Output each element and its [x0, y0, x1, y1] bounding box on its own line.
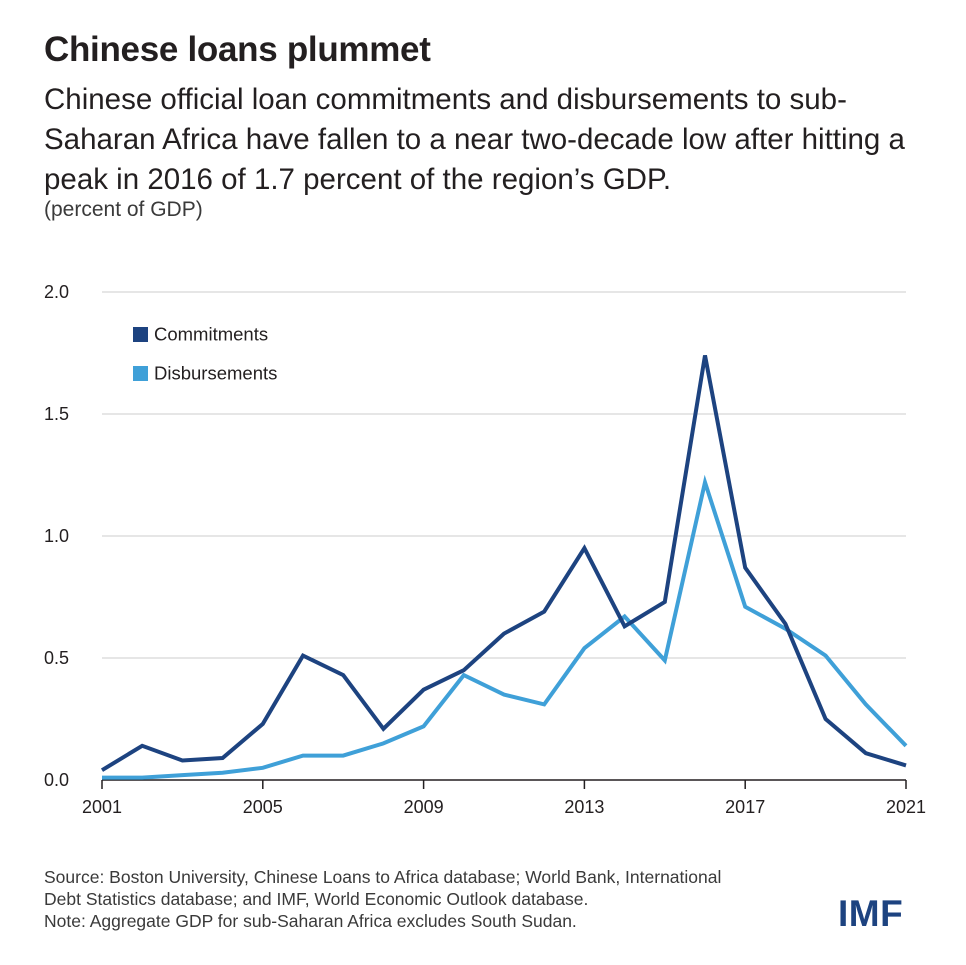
- x-tick-label: 2013: [564, 797, 604, 817]
- x-tick-label: 2005: [243, 797, 283, 817]
- line-chart: 0.0 0.5 1.0 1.5 2.0 2001 2005 2009 2013 2017 2021…: [44, 282, 926, 817]
- source-line-1: Source: Boston University, Chinese Loans…: [44, 867, 722, 887]
- series-lines: [100, 355, 908, 780]
- commitments-line: [100, 355, 907, 772]
- disbursements-line: [102, 474, 908, 780]
- source-note: Source: Boston University, Chinese Loans…: [44, 866, 764, 932]
- legend-label-disbursements: Disbursements: [154, 363, 277, 384]
- y-tick-label: 1.0: [44, 526, 69, 546]
- legend-swatch-disbursements: [133, 366, 148, 381]
- y-tick-label: 0.0: [44, 770, 69, 790]
- chart-subtitle: Chinese official loan commitments and di…: [44, 83, 905, 196]
- y-axis-ticks: 0.0 0.5 1.0 1.5 2.0: [44, 282, 69, 790]
- source-line-2: Debt Statistics database; and IMF, World…: [44, 889, 589, 909]
- x-tick-label: 2021: [886, 797, 926, 817]
- imf-logo: IMF: [838, 893, 904, 934]
- chart-title: Chinese loans plummet: [44, 30, 431, 69]
- y-tick-label: 2.0: [44, 282, 69, 302]
- y-tick-label: 0.5: [44, 648, 69, 668]
- legend-label-commitments: Commitments: [154, 324, 268, 345]
- units-label: (percent of GDP): [44, 198, 203, 221]
- legend: Commitments Disbursements: [133, 324, 277, 384]
- x-tick-label: 2009: [404, 797, 444, 817]
- legend-swatch-commitments: [133, 327, 148, 342]
- x-axis: 2001 2005 2009 2013 2017 2021: [82, 779, 926, 817]
- y-tick-label: 1.5: [44, 404, 69, 424]
- x-tick-label: 2017: [725, 797, 765, 817]
- note-line: Note: Aggregate GDP for sub-Saharan Afri…: [44, 911, 577, 931]
- gridlines: [102, 291, 906, 659]
- x-tick-label: 2001: [82, 797, 122, 817]
